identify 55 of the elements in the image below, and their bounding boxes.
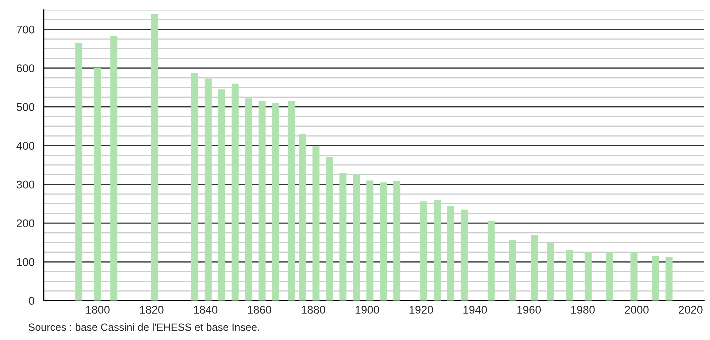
y-tick-label: 100	[17, 258, 35, 266]
bar	[340, 172, 347, 301]
bar	[232, 84, 239, 301]
x-tick-label: 1900	[356, 306, 380, 314]
bar	[110, 36, 118, 301]
bar	[460, 210, 468, 301]
x-tick-label: 1800	[86, 306, 110, 314]
x-tick-label: 1920	[410, 306, 434, 314]
y-tick-label: 400	[16, 142, 35, 150]
x-tick-label: 2020	[679, 306, 703, 314]
bar	[76, 43, 83, 301]
bar	[447, 206, 454, 301]
bar	[94, 68, 102, 301]
x-tick-label: 1880	[302, 306, 326, 314]
bar	[288, 101, 296, 301]
bar	[547, 243, 554, 301]
x-tick-label: 1820	[140, 306, 164, 314]
bar	[218, 90, 226, 301]
x-tick-label: 1940	[464, 306, 488, 314]
bar	[509, 240, 516, 301]
bar	[258, 101, 266, 301]
bar	[380, 182, 388, 301]
bar	[434, 200, 442, 301]
bar	[272, 103, 280, 301]
x-tick-label: 2000	[625, 306, 649, 314]
x-tick-label: 1840	[194, 306, 218, 314]
y-tick-label: 600	[17, 64, 35, 72]
y-tick-label: 700	[17, 26, 35, 34]
bar	[652, 256, 660, 301]
bar	[584, 252, 592, 301]
bar	[151, 14, 158, 301]
bar	[245, 98, 252, 301]
x-tick-label: 1860	[248, 306, 272, 314]
bar	[566, 250, 574, 301]
bar	[666, 257, 673, 301]
bar	[204, 78, 212, 301]
y-tick-label: 500	[16, 103, 35, 112]
bar	[394, 182, 401, 301]
y-tick-label: 200	[17, 220, 35, 228]
y-tick-label: 300	[16, 180, 35, 189]
bar	[531, 235, 538, 301]
bar	[326, 157, 334, 301]
bar	[366, 180, 374, 301]
y-tick-label: 0	[29, 297, 35, 306]
x-tick-label: 1960	[518, 306, 542, 314]
bar	[353, 174, 360, 301]
source-note: Sources : base Cassini de l'EHESS et base Insee.	[28, 323, 260, 332]
bar	[630, 252, 638, 301]
bar	[606, 252, 614, 301]
x-tick-label: 1980	[572, 306, 595, 314]
bar	[299, 134, 306, 301]
bar	[312, 146, 320, 301]
bar	[488, 221, 495, 301]
bar	[191, 72, 198, 301]
bar	[420, 202, 428, 301]
